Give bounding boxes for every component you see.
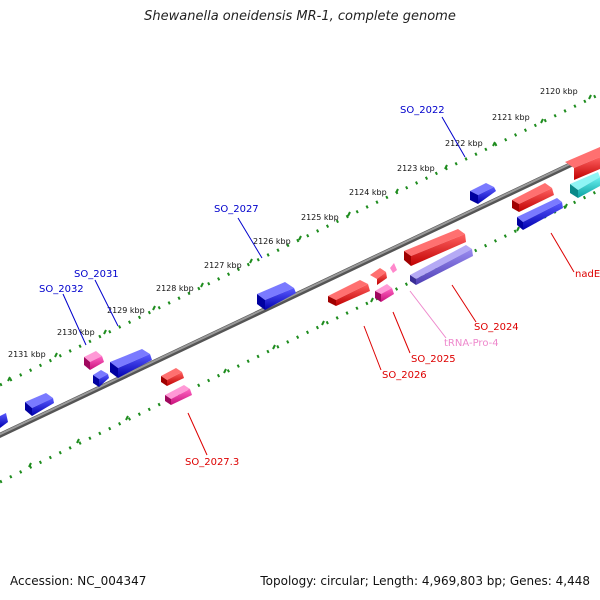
accession-text: Accession: NC_004347 (10, 574, 147, 588)
gene-SO_2032[interactable] (93, 370, 109, 387)
tick-label: 2129 kbp (107, 306, 145, 315)
gene-SO_2026-red[interactable] (328, 280, 370, 306)
callout-SO_2025 (392, 311, 411, 354)
tick-label: 2128 kbp (156, 284, 194, 293)
callout-SO_2026 (363, 325, 382, 371)
tick-label: 2126 kbp (253, 237, 291, 246)
tick-labels: 2120 kbp 2121 kbp 2122 kbp 2123 kbp 2124… (8, 87, 578, 359)
gene-SO_2027.3-red[interactable] (161, 368, 184, 386)
reverse-strand-genes (84, 147, 600, 405)
tick-label: 2131 kbp (8, 350, 46, 359)
gene-SO_2024-purple[interactable] (410, 245, 473, 285)
outer-tick-row (0, 92, 600, 387)
major-ticks-outer (7, 94, 592, 382)
gene-right-edge-red[interactable] (565, 147, 600, 180)
map-title: Shewanella oneidensis MR-1, complete gen… (144, 9, 456, 24)
gene-tRNA-Pro-4[interactable] (390, 263, 397, 273)
tick-label: 2130 kbp (57, 328, 95, 337)
label-SO_2025[interactable]: SO_2025 (411, 354, 456, 365)
callout-SO_2024 (451, 284, 477, 323)
gene-labels: SO_2022 SO_2027 SO_2031 SO_2032 nadE SO_… (39, 105, 600, 468)
callout-SO_2031 (94, 279, 119, 327)
gene-SO_2024-red[interactable] (404, 229, 466, 266)
gene-SO_2031[interactable] (110, 349, 152, 378)
gene-SO_2025-red[interactable] (370, 268, 387, 285)
label-SO_2027[interactable]: SO_2027 (214, 204, 259, 215)
gene-nadE-red[interactable] (512, 183, 554, 212)
gene-SO_2031-pink[interactable] (84, 351, 104, 370)
gene-SO_2027[interactable] (257, 282, 296, 310)
callout-SO_2022 (441, 116, 466, 158)
gene-SO_2027.3-pink[interactable] (165, 385, 192, 405)
label-SO_2026[interactable]: SO_2026 (382, 370, 427, 381)
tick-label: 2124 kbp (349, 188, 387, 197)
gene-left-edge-2[interactable] (0, 413, 8, 428)
label-tRNA-Pro-4[interactable]: tRNA-Pro-4 (444, 338, 499, 349)
label-SO_2022[interactable]: SO_2022 (400, 105, 445, 116)
label-SO_2031[interactable]: SO_2031 (74, 269, 119, 280)
label-SO_2024[interactable]: SO_2024 (474, 322, 519, 333)
gene-nadE-blue[interactable] (517, 198, 563, 230)
label-nadE[interactable]: nadE (575, 269, 600, 280)
tick-label: 2123 kbp (397, 164, 435, 173)
inner-tick-row (0, 188, 600, 484)
tick-label: 2121 kbp (492, 113, 530, 122)
gene-right-edge-cyan[interactable] (570, 172, 600, 198)
callout-SO_2027 (237, 217, 263, 259)
tick-label: 2122 kbp (445, 139, 483, 148)
callout-SO_2032 (62, 293, 87, 346)
tick-label: 2120 kbp (540, 87, 578, 96)
callout-lines (62, 116, 575, 456)
tick-label: 2127 kbp (204, 261, 242, 270)
forward-strand-genes (0, 183, 496, 428)
callout-nadE (550, 232, 575, 273)
gene-left-edge-1[interactable] (25, 393, 54, 416)
callout-tRNA (409, 290, 447, 339)
callout-SO_2027.3 (187, 412, 208, 456)
label-SO_2027.3[interactable]: SO_2027.3 (185, 457, 239, 468)
genome-backbone (0, 147, 600, 439)
genome-summary-text: Topology: circular; Length: 4,969,803 bp… (260, 574, 590, 588)
gene-SO_2022[interactable] (470, 183, 496, 204)
gene-SO_2025-pink[interactable] (375, 284, 394, 302)
label-SO_2032[interactable]: SO_2032 (39, 284, 84, 295)
tick-label: 2125 kbp (301, 213, 339, 222)
